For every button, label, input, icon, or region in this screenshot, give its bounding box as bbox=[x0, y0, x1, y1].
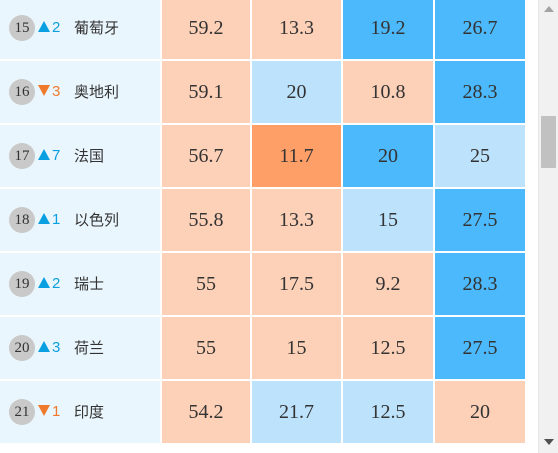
score-cell-1: 59.1 bbox=[162, 61, 250, 123]
rank-badge: 20 bbox=[9, 335, 35, 361]
rank-change-value: 3 bbox=[52, 83, 61, 100]
triangle-down-icon bbox=[38, 85, 50, 97]
table-row: 17 7 法国 56.7 11.7 20 25 bbox=[0, 125, 530, 187]
rank-change-value: 1 bbox=[52, 403, 61, 420]
score-cell-2: 11.7 bbox=[252, 125, 341, 187]
table-row: 21 1 印度 54.2 21.7 12.5 20 bbox=[0, 381, 530, 443]
rank-change-value: 2 bbox=[52, 19, 61, 36]
triangle-up-icon bbox=[38, 149, 50, 161]
score-cell-3: 10.8 bbox=[343, 61, 433, 123]
scroll-up-arrow-icon[interactable] bbox=[544, 6, 554, 12]
rank-change-value: 2 bbox=[52, 275, 61, 292]
rank-change: 3 bbox=[38, 81, 60, 103]
rank-change-value: 7 bbox=[52, 147, 61, 164]
rank-cell: 18 1 以色列 bbox=[0, 189, 160, 251]
rank-change-value: 3 bbox=[52, 339, 61, 356]
score-cell-4: 27.5 bbox=[435, 317, 525, 379]
rank-change: 1 bbox=[38, 401, 60, 423]
score-cell-4: 25 bbox=[435, 125, 525, 187]
score-cell-1: 55 bbox=[162, 253, 250, 315]
rank-badge: 15 bbox=[9, 15, 35, 41]
country-name: 瑞士 bbox=[74, 275, 105, 293]
score-cell-1: 54.2 bbox=[162, 381, 250, 443]
score-cell-2: 15 bbox=[252, 317, 341, 379]
rank-badge: 16 bbox=[9, 79, 35, 105]
score-cell-3: 15 bbox=[343, 189, 433, 251]
country-name: 法国 bbox=[74, 147, 105, 165]
score-cell-2: 13.3 bbox=[252, 0, 341, 59]
triangle-up-icon bbox=[38, 277, 50, 289]
triangle-up-icon bbox=[38, 341, 50, 353]
score-cell-2: 20 bbox=[252, 61, 341, 123]
table-row: 15 2 葡萄牙 59.2 13.3 19.2 26.7 bbox=[0, 0, 530, 59]
rank-change: 2 bbox=[38, 273, 60, 295]
score-cell-2: 21.7 bbox=[252, 381, 341, 443]
country-name: 以色列 bbox=[74, 211, 120, 229]
vertical-scrollbar[interactable] bbox=[538, 0, 558, 453]
rank-badge: 17 bbox=[9, 143, 35, 169]
country-name: 奥地利 bbox=[74, 83, 120, 101]
country-name: 荷兰 bbox=[74, 339, 105, 357]
table-row: 16 3 奥地利 59.1 20 10.8 28.3 bbox=[0, 61, 530, 123]
rank-cell: 20 3 荷兰 bbox=[0, 317, 160, 379]
score-cell-1: 55 bbox=[162, 317, 250, 379]
scroll-thumb[interactable] bbox=[541, 116, 556, 168]
score-cell-4: 20 bbox=[435, 381, 525, 443]
table-row: 18 1 以色列 55.8 13.3 15 27.5 bbox=[0, 189, 530, 251]
scroll-down-arrow-icon[interactable] bbox=[544, 439, 554, 445]
rank-change: 7 bbox=[38, 145, 60, 167]
triangle-down-icon bbox=[38, 405, 50, 417]
rank-cell: 17 7 法国 bbox=[0, 125, 160, 187]
score-cell-4: 26.7 bbox=[435, 0, 525, 59]
score-cell-4: 28.3 bbox=[435, 253, 525, 315]
table-row: 19 2 瑞士 55 17.5 9.2 28.3 bbox=[0, 253, 530, 315]
rank-badge: 21 bbox=[9, 399, 35, 425]
score-cell-4: 27.5 bbox=[435, 189, 525, 251]
score-cell-3: 12.5 bbox=[343, 381, 433, 443]
score-cell-3: 20 bbox=[343, 125, 433, 187]
score-cell-3: 9.2 bbox=[343, 253, 433, 315]
score-cell-2: 13.3 bbox=[252, 189, 341, 251]
score-cell-3: 19.2 bbox=[343, 0, 433, 59]
rank-change: 3 bbox=[38, 337, 60, 359]
score-cell-1: 55.8 bbox=[162, 189, 250, 251]
score-cell-1: 56.7 bbox=[162, 125, 250, 187]
rank-change: 1 bbox=[38, 209, 60, 231]
triangle-up-icon bbox=[38, 213, 50, 225]
country-name: 葡萄牙 bbox=[74, 19, 120, 37]
table-row: 20 3 荷兰 55 15 12.5 27.5 bbox=[0, 317, 530, 379]
rank-cell: 19 2 瑞士 bbox=[0, 253, 160, 315]
score-cell-1: 59.2 bbox=[162, 0, 250, 59]
country-name: 印度 bbox=[74, 403, 105, 421]
triangle-up-icon bbox=[38, 21, 50, 33]
rank-change: 2 bbox=[38, 17, 60, 39]
rank-cell: 16 3 奥地利 bbox=[0, 61, 160, 123]
score-cell-3: 12.5 bbox=[343, 317, 433, 379]
rank-badge: 19 bbox=[9, 271, 35, 297]
score-cell-2: 17.5 bbox=[252, 253, 341, 315]
ranking-table: 15 2 葡萄牙 59.2 13.3 19.2 26.7 16 3 奥地利 59.1 20 10.8 28… bbox=[0, 0, 530, 443]
rank-badge: 18 bbox=[9, 207, 35, 233]
rank-cell: 21 1 印度 bbox=[0, 381, 160, 443]
rank-cell: 15 2 葡萄牙 bbox=[0, 0, 160, 59]
score-cell-4: 28.3 bbox=[435, 61, 525, 123]
rank-change-value: 1 bbox=[52, 211, 61, 228]
